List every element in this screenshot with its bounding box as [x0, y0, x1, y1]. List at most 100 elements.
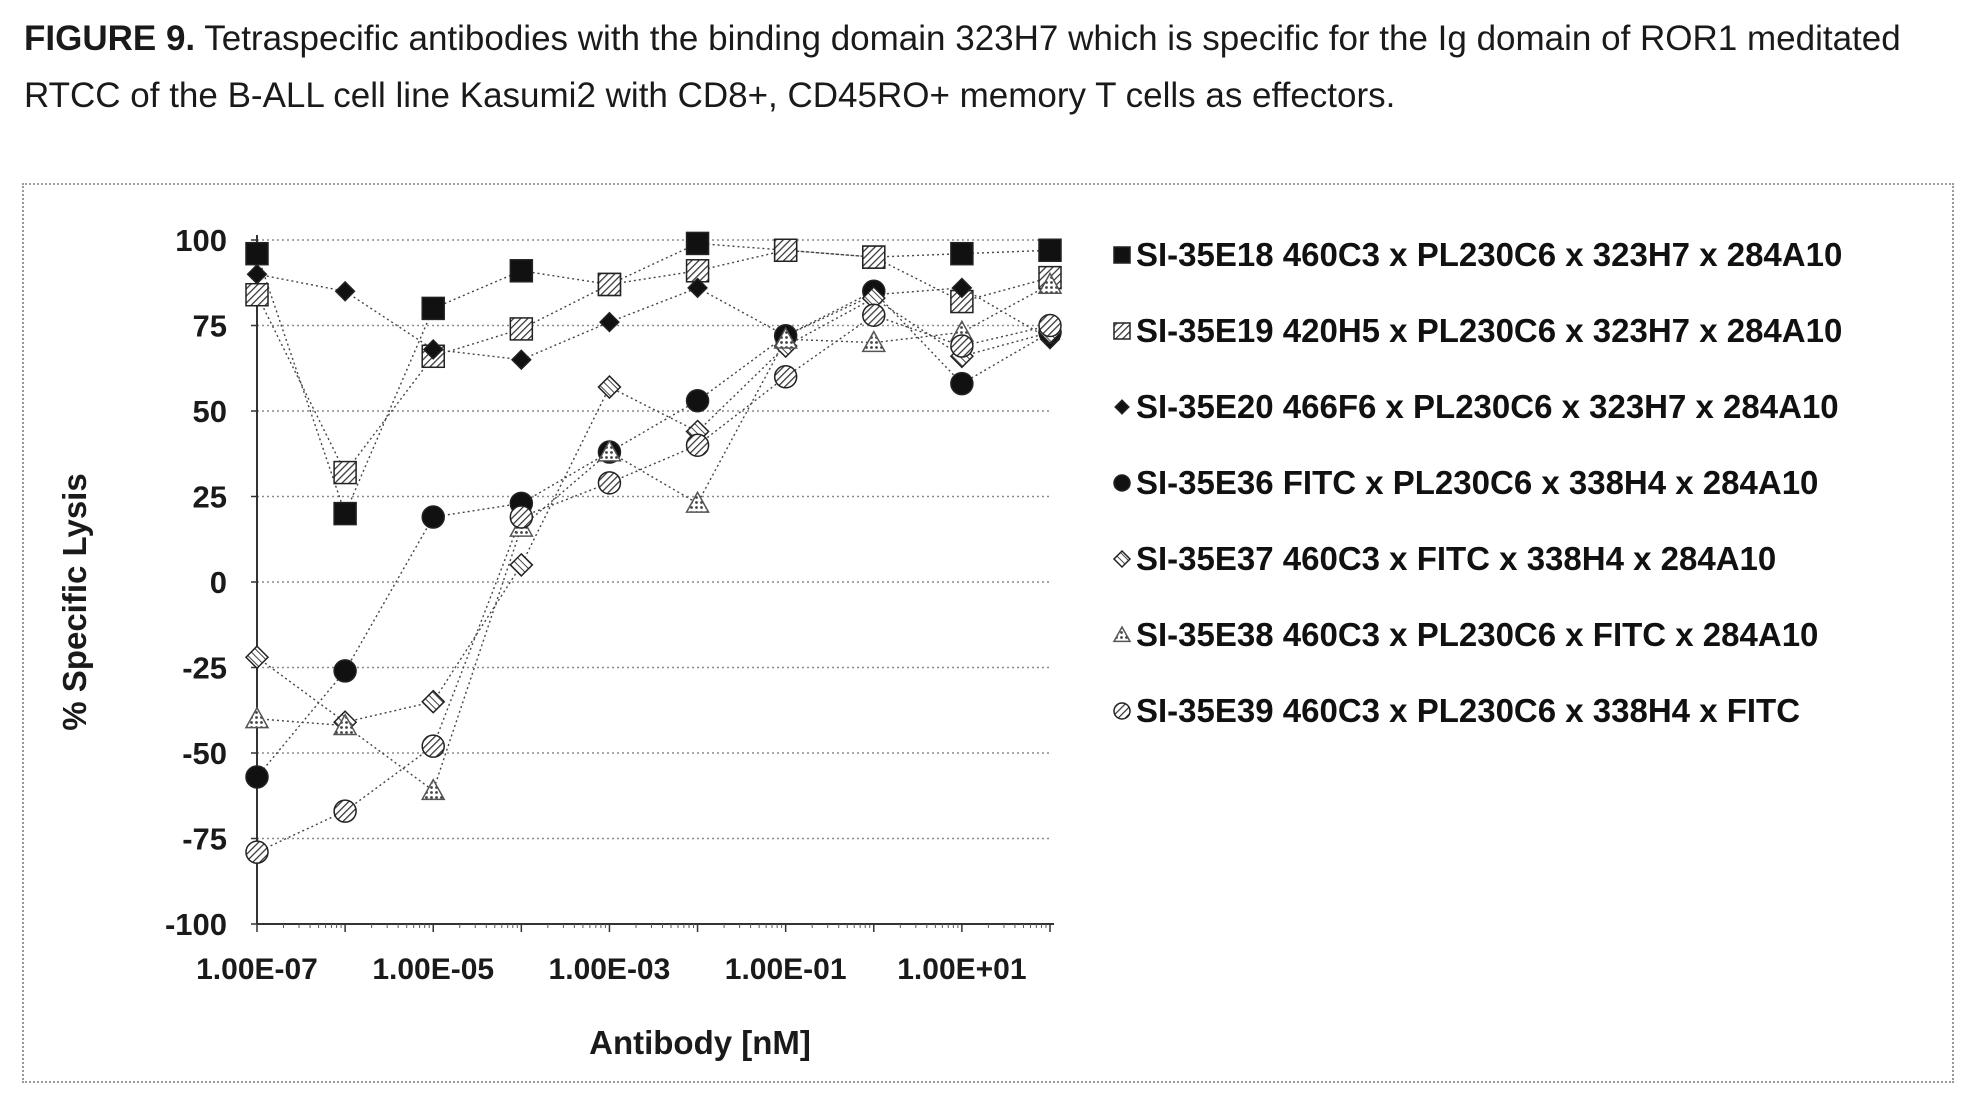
series-7 — [245, 303, 1062, 864]
series-6 — [244, 271, 1063, 801]
series-line — [256, 314, 1051, 853]
data-point — [597, 439, 622, 462]
data-point — [420, 778, 446, 801]
y-axis-title: % Specific Lysis — [56, 473, 93, 730]
data-point — [597, 272, 622, 297]
data-point — [421, 734, 445, 758]
data-point — [332, 713, 358, 736]
series-line — [256, 249, 1051, 474]
data-point — [773, 238, 798, 263]
data-point — [1038, 313, 1062, 338]
data-point — [951, 277, 973, 299]
series-3 — [246, 263, 1061, 371]
legend-item: SI-35E36 FITC x PL230C6 x 338H4 x 284A10 — [1113, 464, 1818, 501]
series-line — [256, 297, 1051, 723]
x-tick-label: 1.00E-05 — [372, 953, 494, 986]
data-point — [509, 505, 534, 529]
legend-marker — [1113, 702, 1131, 720]
legend-item: SI-35E39 460C3 x PL230C6 x 338H4 x FITC — [1113, 692, 1800, 729]
data-point — [245, 840, 269, 864]
data-point — [421, 505, 445, 529]
legend-item: SI-35E18 460C3 x PL230C6 x 323H7 x 284A1… — [1113, 236, 1842, 273]
data-point — [421, 689, 446, 714]
data-point — [685, 388, 710, 413]
series-1 — [245, 231, 1062, 526]
x-axis-title: Antibody [nM] — [589, 1024, 811, 1061]
y-tick-label: 100 — [175, 223, 227, 258]
data-point — [861, 330, 887, 353]
data-point — [333, 501, 357, 526]
data-point — [245, 241, 269, 266]
data-point — [421, 296, 445, 321]
legend-label: SI-35E20 466F6 x PL230C6 x 323H7 x 284A1… — [1136, 388, 1839, 425]
data-point — [509, 317, 534, 341]
x-tick-label: 1.00E+01 — [897, 953, 1026, 986]
legend-label: SI-35E18 460C3 x PL230C6 x 323H7 x 284A1… — [1136, 236, 1842, 273]
data-point — [245, 282, 269, 307]
data-point — [246, 263, 268, 285]
legend-item: SI-35E38 460C3 x PL230C6 x FITC x 284A10 — [1112, 616, 1818, 653]
legend-marker — [1113, 322, 1131, 340]
data-point — [773, 365, 798, 389]
data-point — [1037, 271, 1063, 295]
data-point — [509, 259, 534, 283]
data-point — [950, 241, 974, 266]
legend-label: SI-35E36 FITC x PL230C6 x 338H4 x 284A10 — [1136, 464, 1818, 501]
data-point — [685, 231, 710, 256]
data-point — [597, 471, 622, 495]
y-tick-label: 0 — [210, 565, 227, 600]
data-point — [950, 334, 974, 358]
legend-marker — [1113, 246, 1131, 264]
legend: SI-35E18 460C3 x PL230C6 x 323H7 x 284A1… — [1112, 236, 1842, 729]
y-tick-label: -100 — [165, 907, 227, 942]
y-tick-label: -75 — [182, 822, 227, 857]
data-point — [422, 339, 444, 360]
data-point — [333, 460, 357, 485]
data-point — [685, 490, 710, 513]
series-line — [256, 290, 1051, 778]
y-tick-label: -50 — [182, 736, 227, 771]
legend-item: SI-35E37 460C3 x FITC x 338H4 x 284A10 — [1112, 540, 1776, 577]
data-point — [862, 303, 886, 327]
y-tick-label: -25 — [182, 651, 227, 686]
x-tick-label: 1.00E-01 — [725, 953, 847, 986]
x-tick-label: 1.00E-03 — [549, 953, 671, 986]
y-tick-label: 75 — [193, 309, 227, 344]
series-2 — [245, 238, 1062, 485]
figure-caption-label: FIGURE 9. — [24, 19, 196, 58]
data-point — [950, 371, 974, 396]
figure-caption-text: Tetraspecific antibodies with the bindin… — [24, 19, 1901, 115]
data-point — [1038, 238, 1062, 263]
data-point — [687, 277, 708, 299]
axes: 100 75 50 25 0 -25 -50 -75 -100 1.00E-07 1.00E-05 1… — [56, 223, 1054, 1061]
data-point — [244, 645, 270, 670]
data-point — [245, 765, 269, 789]
data-point — [510, 349, 532, 371]
data-point — [334, 280, 356, 302]
data-point — [599, 311, 620, 333]
legend-marker — [1113, 474, 1131, 492]
data-point — [597, 374, 622, 400]
series-5 — [244, 286, 1063, 735]
series-layer — [244, 231, 1063, 864]
y-tick-label: 50 — [193, 394, 227, 429]
legend-label: SI-35E38 460C3 x PL230C6 x FITC x 284A10 — [1136, 616, 1818, 653]
data-point — [773, 326, 798, 349]
data-point — [333, 659, 357, 683]
series-line — [256, 242, 1051, 516]
figure-caption: FIGURE 9. Tetraspecific antibodies with … — [24, 10, 1924, 124]
chart-frame: 100 75 50 25 0 -25 -50 -75 -100 1.00E-07 1.00E-05 1… — [22, 183, 1954, 1083]
legend-marker — [1112, 549, 1132, 569]
legend-label: SI-35E37 460C3 x FITC x 338H4 x 284A10 — [1136, 540, 1776, 577]
series-4 — [245, 279, 1062, 789]
gridlines — [257, 239, 1050, 840]
data-point — [244, 706, 270, 729]
legend-label: SI-35E19 420H5 x PL230C6 x 323H7 x 284A1… — [1136, 312, 1842, 349]
data-point — [862, 245, 886, 269]
legend-marker — [1112, 625, 1132, 643]
data-point — [685, 433, 710, 457]
legend-label: SI-35E39 460C3 x PL230C6 x 338H4 x FITC — [1136, 692, 1800, 729]
legend-marker — [1114, 399, 1130, 415]
legend-item: SI-35E20 466F6 x PL230C6 x 323H7 x 284A1… — [1114, 388, 1839, 425]
series-line — [256, 273, 1051, 361]
